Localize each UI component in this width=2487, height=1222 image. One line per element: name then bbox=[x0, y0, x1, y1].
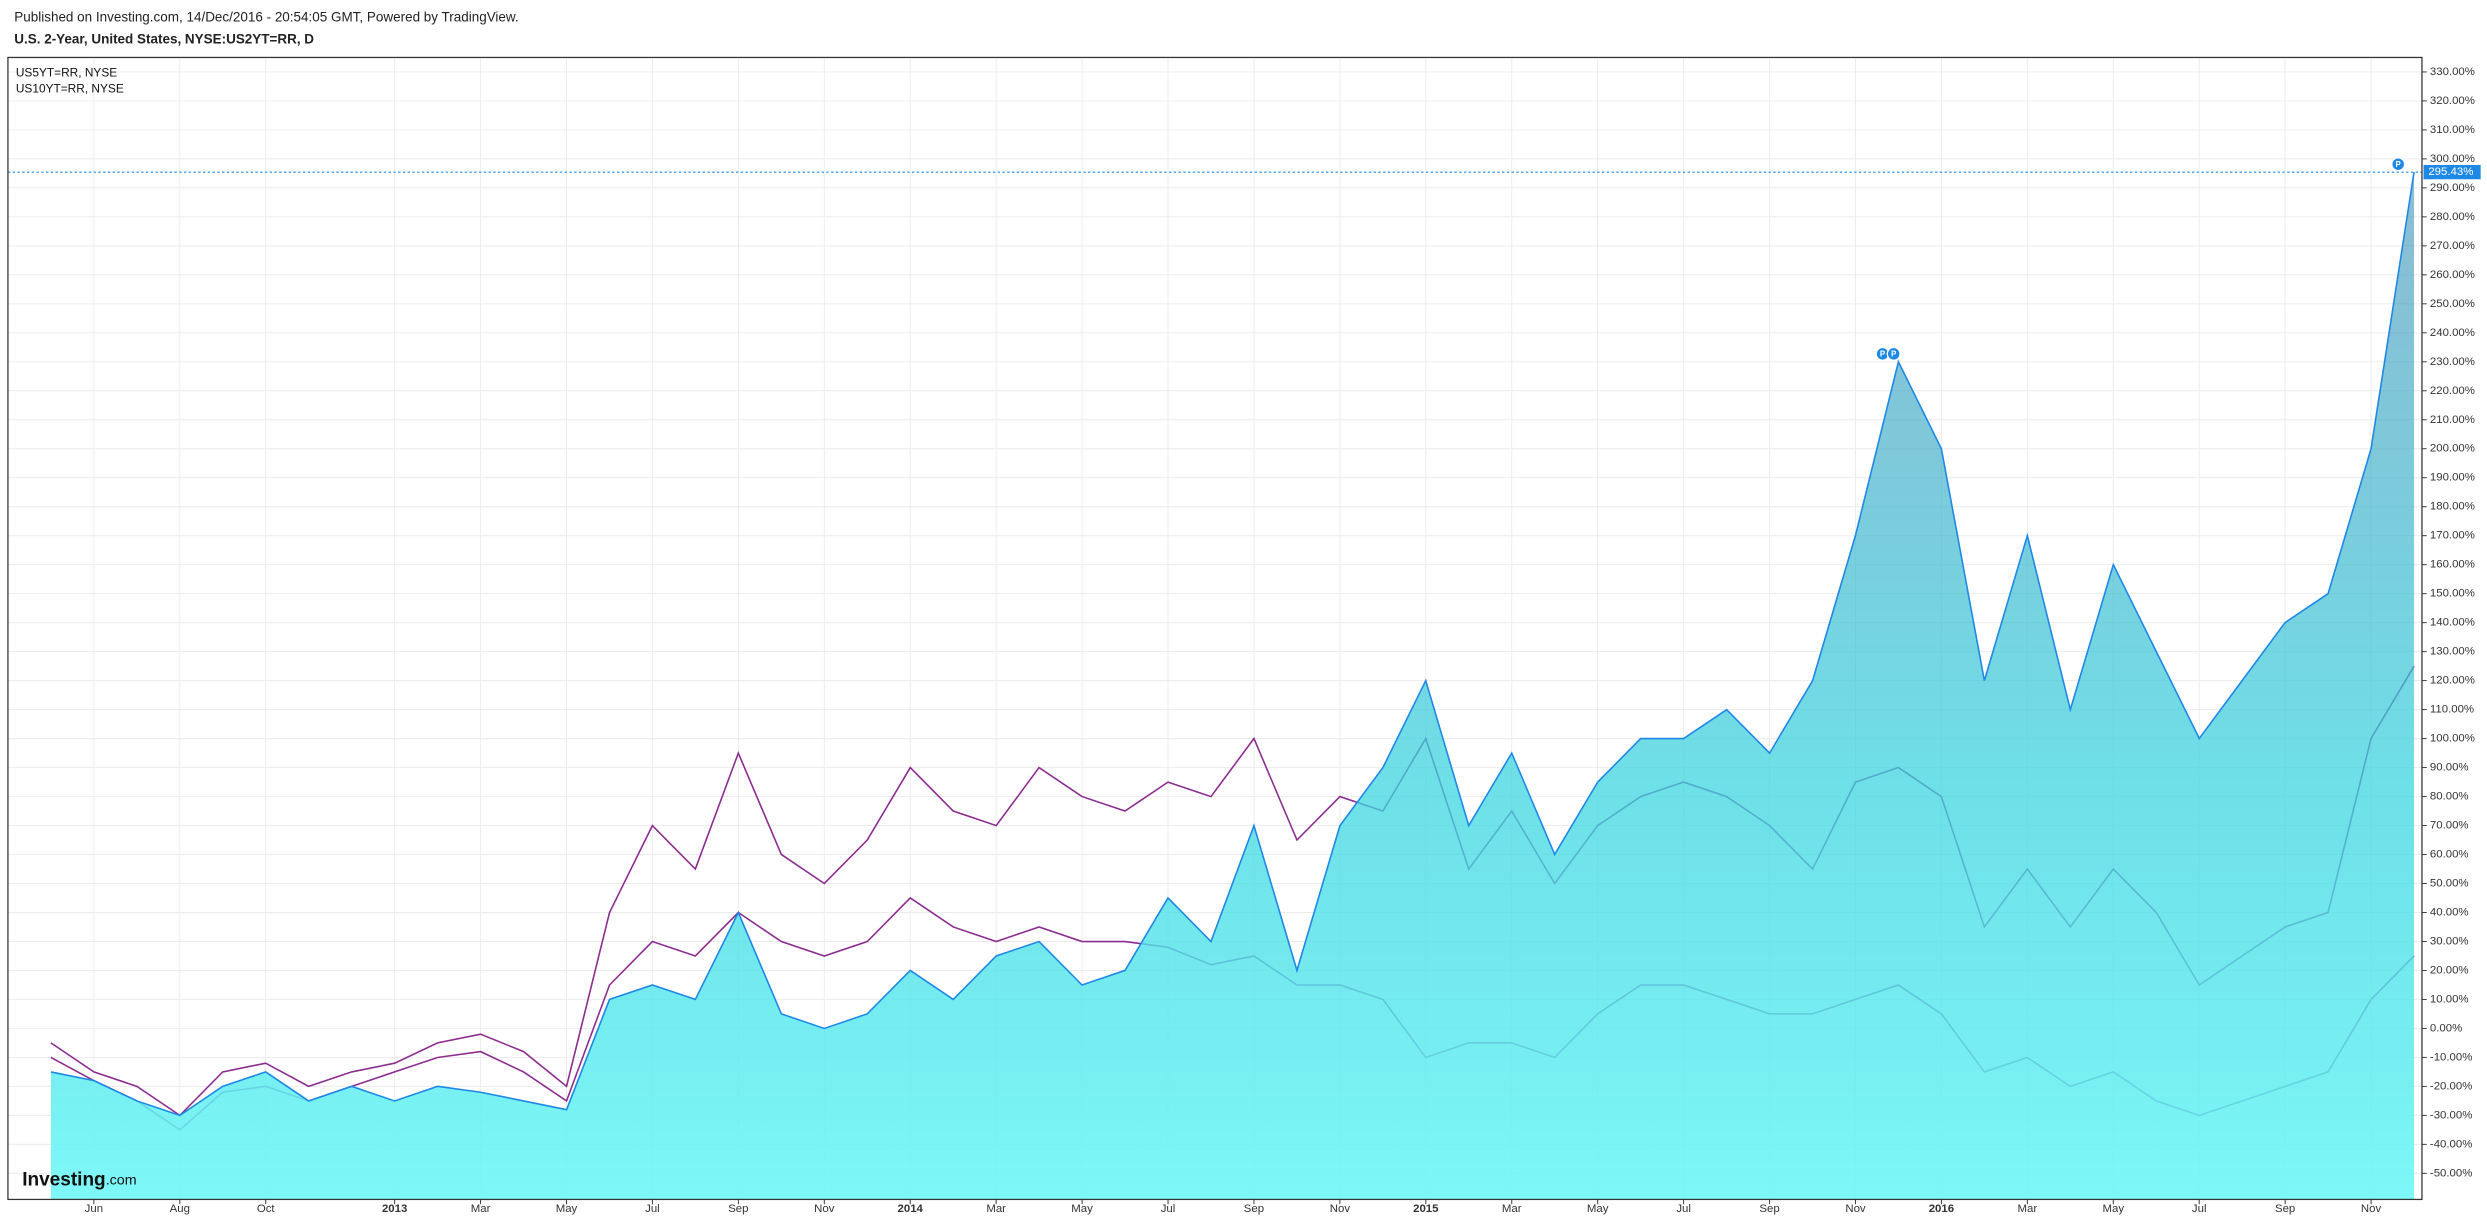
x-tick-label: Aug bbox=[170, 1203, 190, 1215]
x-tick-label: Sep bbox=[1244, 1203, 1264, 1215]
main-line bbox=[50, 172, 2415, 1117]
y-tick-label: 190.00% bbox=[2430, 472, 2475, 484]
legend-entry: US10YT=RR, NYSE bbox=[16, 81, 124, 95]
y-tick-label: 120.00% bbox=[2430, 675, 2475, 687]
x-tick-label: May bbox=[556, 1203, 578, 1215]
legend-entry: US5YT=RR, NYSE bbox=[16, 65, 117, 79]
y-tick-label: 70.00% bbox=[2430, 820, 2469, 832]
last-price-box bbox=[2423, 165, 2481, 180]
y-tick-label: 160.00% bbox=[2430, 559, 2475, 571]
y-tick-label: -20.00% bbox=[2430, 1080, 2472, 1092]
y-tick-label: 210.00% bbox=[2430, 414, 2475, 426]
frame bbox=[7, 56, 2423, 1201]
x-tick-label: Jun bbox=[85, 1203, 103, 1215]
y-tick-label: 200.00% bbox=[2430, 443, 2475, 455]
event-badge bbox=[1886, 346, 1901, 361]
y-tick-label: 230.00% bbox=[2430, 356, 2475, 368]
x-tick-label: Jul bbox=[1676, 1203, 1691, 1215]
x-tick-label: Mar bbox=[471, 1203, 491, 1215]
y-tick-label: -40.00% bbox=[2430, 1138, 2472, 1150]
plot: P PP bbox=[7, 157, 2422, 1200]
logo: Investing.com bbox=[22, 1169, 136, 1190]
x-tick-label: Sep bbox=[728, 1203, 748, 1215]
y-tick-label: 300.00% bbox=[2430, 153, 2475, 165]
y-tick-label: 280.00% bbox=[2430, 211, 2475, 223]
header: Published on Investing.com, 14/Dec/2016 … bbox=[14, 9, 518, 24]
y-tick-label: 80.00% bbox=[2430, 791, 2469, 803]
y-tick-label: 140.00% bbox=[2430, 617, 2475, 629]
y-tick-label: 220.00% bbox=[2430, 385, 2475, 397]
y-tick-label: 0.00% bbox=[2430, 1022, 2462, 1034]
chart-title: U.S. 2-Year, United States, NYSE:US2YT=R… bbox=[14, 32, 314, 47]
event-badge bbox=[2391, 157, 2406, 172]
axes: -50.00% -40.00% -30.00% -20.00% -10.00% 0.00%… bbox=[85, 66, 2481, 1215]
x-tick-label: May bbox=[1587, 1203, 1609, 1215]
y-tick-label: 240.00% bbox=[2430, 327, 2475, 339]
y-tick-label: -50.00% bbox=[2430, 1167, 2472, 1179]
y-tick-label: 150.00% bbox=[2430, 588, 2475, 600]
x-tick-label: Oct bbox=[257, 1203, 276, 1215]
y-tick-label: 320.00% bbox=[2430, 95, 2475, 107]
y-tick-label: 250.00% bbox=[2430, 298, 2475, 310]
y-tick-label: 330.00% bbox=[2430, 66, 2475, 78]
x-tick-label: Mar bbox=[1502, 1203, 1522, 1215]
logo-suffix: .com bbox=[106, 1172, 137, 1188]
x-tick-label: Sep bbox=[1759, 1203, 1779, 1215]
y-tick-label: 130.00% bbox=[2430, 646, 2475, 658]
x-tick-label: Nov bbox=[2361, 1203, 2382, 1215]
x-tick-label: 2015 bbox=[1413, 1203, 1439, 1215]
y-tick-label: -30.00% bbox=[2430, 1109, 2472, 1121]
x-tick-label: May bbox=[2102, 1203, 2124, 1215]
y-tick-label: 20.00% bbox=[2430, 964, 2469, 976]
x-tick-label: Jul bbox=[2192, 1203, 2207, 1215]
event-label: P bbox=[1891, 349, 1897, 358]
x-tick-label: 2016 bbox=[1929, 1203, 1954, 1215]
y-tick-label: 310.00% bbox=[2430, 124, 2475, 136]
y-tick-label: 170.00% bbox=[2430, 530, 2475, 542]
y-tick-label: 110.00% bbox=[2430, 704, 2474, 716]
x-tick-label: Nov bbox=[814, 1203, 835, 1215]
x-tick-label: 2013 bbox=[382, 1203, 407, 1215]
event-label: P bbox=[1880, 349, 1886, 358]
x-tick-label: Mar bbox=[2018, 1203, 2038, 1215]
y-tick-label: 50.00% bbox=[2430, 878, 2469, 890]
y-tick-label: 90.00% bbox=[2430, 762, 2469, 774]
x-tick-label: Sep bbox=[2275, 1203, 2295, 1215]
y-tick-label: 60.00% bbox=[2430, 849, 2469, 861]
y-tick-label: 180.00% bbox=[2430, 501, 2475, 513]
x-tick-label: Mar bbox=[986, 1203, 1006, 1215]
y-tick-label: 30.00% bbox=[2430, 935, 2469, 947]
event-label: P bbox=[2396, 160, 2402, 169]
y-tick-label: 290.00% bbox=[2430, 182, 2475, 194]
y-tick-label: 260.00% bbox=[2430, 269, 2475, 281]
y-tick-label: 100.00% bbox=[2430, 733, 2475, 745]
y-tick-label: -10.00% bbox=[2430, 1051, 2472, 1063]
x-tick-label: May bbox=[1071, 1203, 1093, 1215]
x-tick-label: Jul bbox=[645, 1203, 660, 1215]
main-area bbox=[50, 172, 2415, 1200]
x-tick-label: Nov bbox=[1845, 1203, 1866, 1215]
y-tick-label: 40.00% bbox=[2430, 907, 2469, 919]
x-tick-label: Nov bbox=[1330, 1203, 1351, 1215]
y-tick-label: 10.00% bbox=[2430, 993, 2469, 1005]
last-price-label: 295.43% bbox=[2428, 166, 2473, 178]
y-tick-label: 270.00% bbox=[2430, 240, 2475, 252]
x-tick-label: Jul bbox=[1161, 1203, 1176, 1215]
x-tick-label: 2014 bbox=[898, 1203, 924, 1215]
logo-name: Investing bbox=[22, 1169, 105, 1190]
